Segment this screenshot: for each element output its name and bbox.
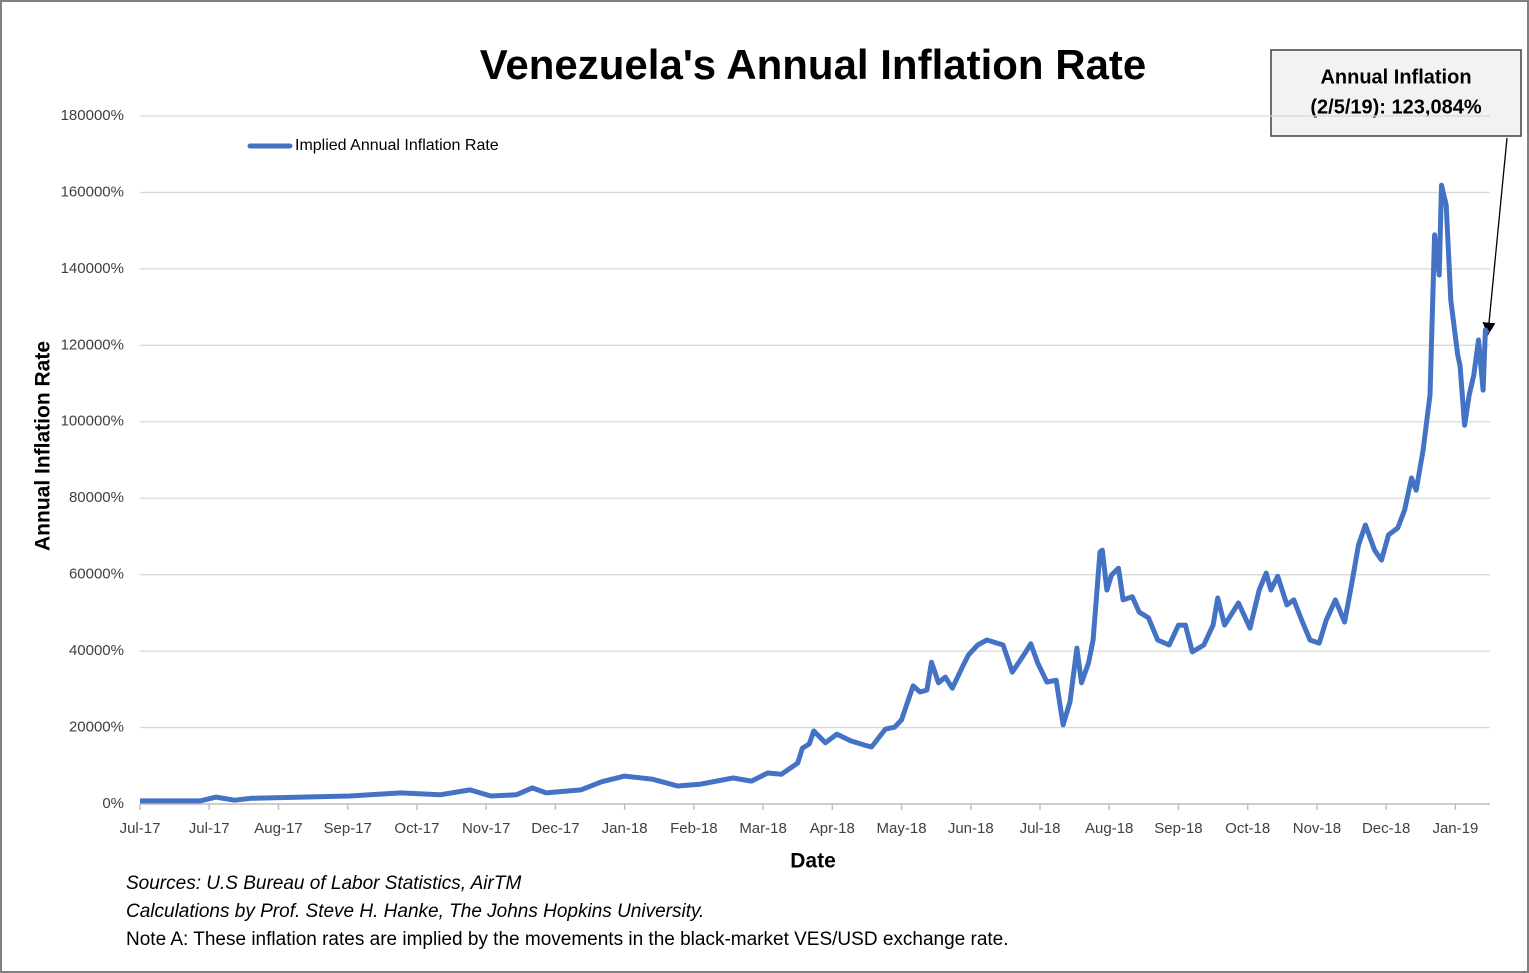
x-tick-label: Jun-18 xyxy=(948,820,994,837)
y-tick-label: 0% xyxy=(102,795,124,812)
x-tick-label: Oct-17 xyxy=(394,820,439,837)
x-tick-label: Nov-18 xyxy=(1293,820,1341,837)
y-tick-label: 120000% xyxy=(61,336,124,353)
x-tick-label: Feb-18 xyxy=(670,820,718,837)
y-tick-label: 180000% xyxy=(61,107,124,124)
x-tick-label: Aug-18 xyxy=(1085,820,1133,837)
y-tick-label: 80000% xyxy=(69,489,124,506)
y-tick-label: 100000% xyxy=(61,413,124,430)
annotation-box xyxy=(1270,49,1522,137)
x-tick-label: Nov-17 xyxy=(462,820,510,837)
y-tick-label: 160000% xyxy=(61,183,124,200)
annotation-text: (2/5/19): 123,084% xyxy=(1310,96,1481,118)
y-axis-label: Annual Inflation Rate xyxy=(32,341,55,551)
annotation-text: Annual Inflation xyxy=(1320,66,1471,88)
x-tick-label: Jul-18 xyxy=(1020,820,1061,837)
y-tick-label: 140000% xyxy=(61,260,124,277)
note: Calculations by Prof. Steve H. Hanke, Th… xyxy=(126,901,704,922)
legend-label: Implied Annual Inflation Rate xyxy=(295,137,499,154)
x-tick-label: May-18 xyxy=(877,820,927,837)
x-tick-label: Sep-18 xyxy=(1154,820,1202,837)
x-tick-label: Jul-17 xyxy=(120,820,161,837)
x-tick-label: Sep-17 xyxy=(324,820,372,837)
x-tick-label: Jul-17 xyxy=(189,820,230,837)
y-tick-label: 40000% xyxy=(69,642,124,659)
x-tick-label: Jan-18 xyxy=(602,820,648,837)
x-tick-label: Apr-18 xyxy=(810,820,855,837)
chart-title: Venezuela's Annual Inflation Rate xyxy=(480,41,1147,88)
note: Note A: These inflation rates are implie… xyxy=(126,929,1009,950)
y-tick-label: 60000% xyxy=(69,566,124,583)
x-axis-label: Date xyxy=(790,850,836,873)
x-tick-label: Jan-19 xyxy=(1432,820,1478,837)
x-tick-label: Mar-18 xyxy=(739,820,787,837)
annotation-arrow xyxy=(1482,137,1508,336)
y-tick-label: 20000% xyxy=(69,719,124,736)
x-tick-label: Aug-17 xyxy=(254,820,302,837)
series-line xyxy=(140,182,1490,804)
note: Sources: U.S Bureau of Labor Statistics,… xyxy=(126,873,521,894)
x-tick-label: Dec-18 xyxy=(1362,820,1410,837)
x-tick-label: Dec-17 xyxy=(531,820,579,837)
x-tick-label: Oct-18 xyxy=(1225,820,1270,837)
